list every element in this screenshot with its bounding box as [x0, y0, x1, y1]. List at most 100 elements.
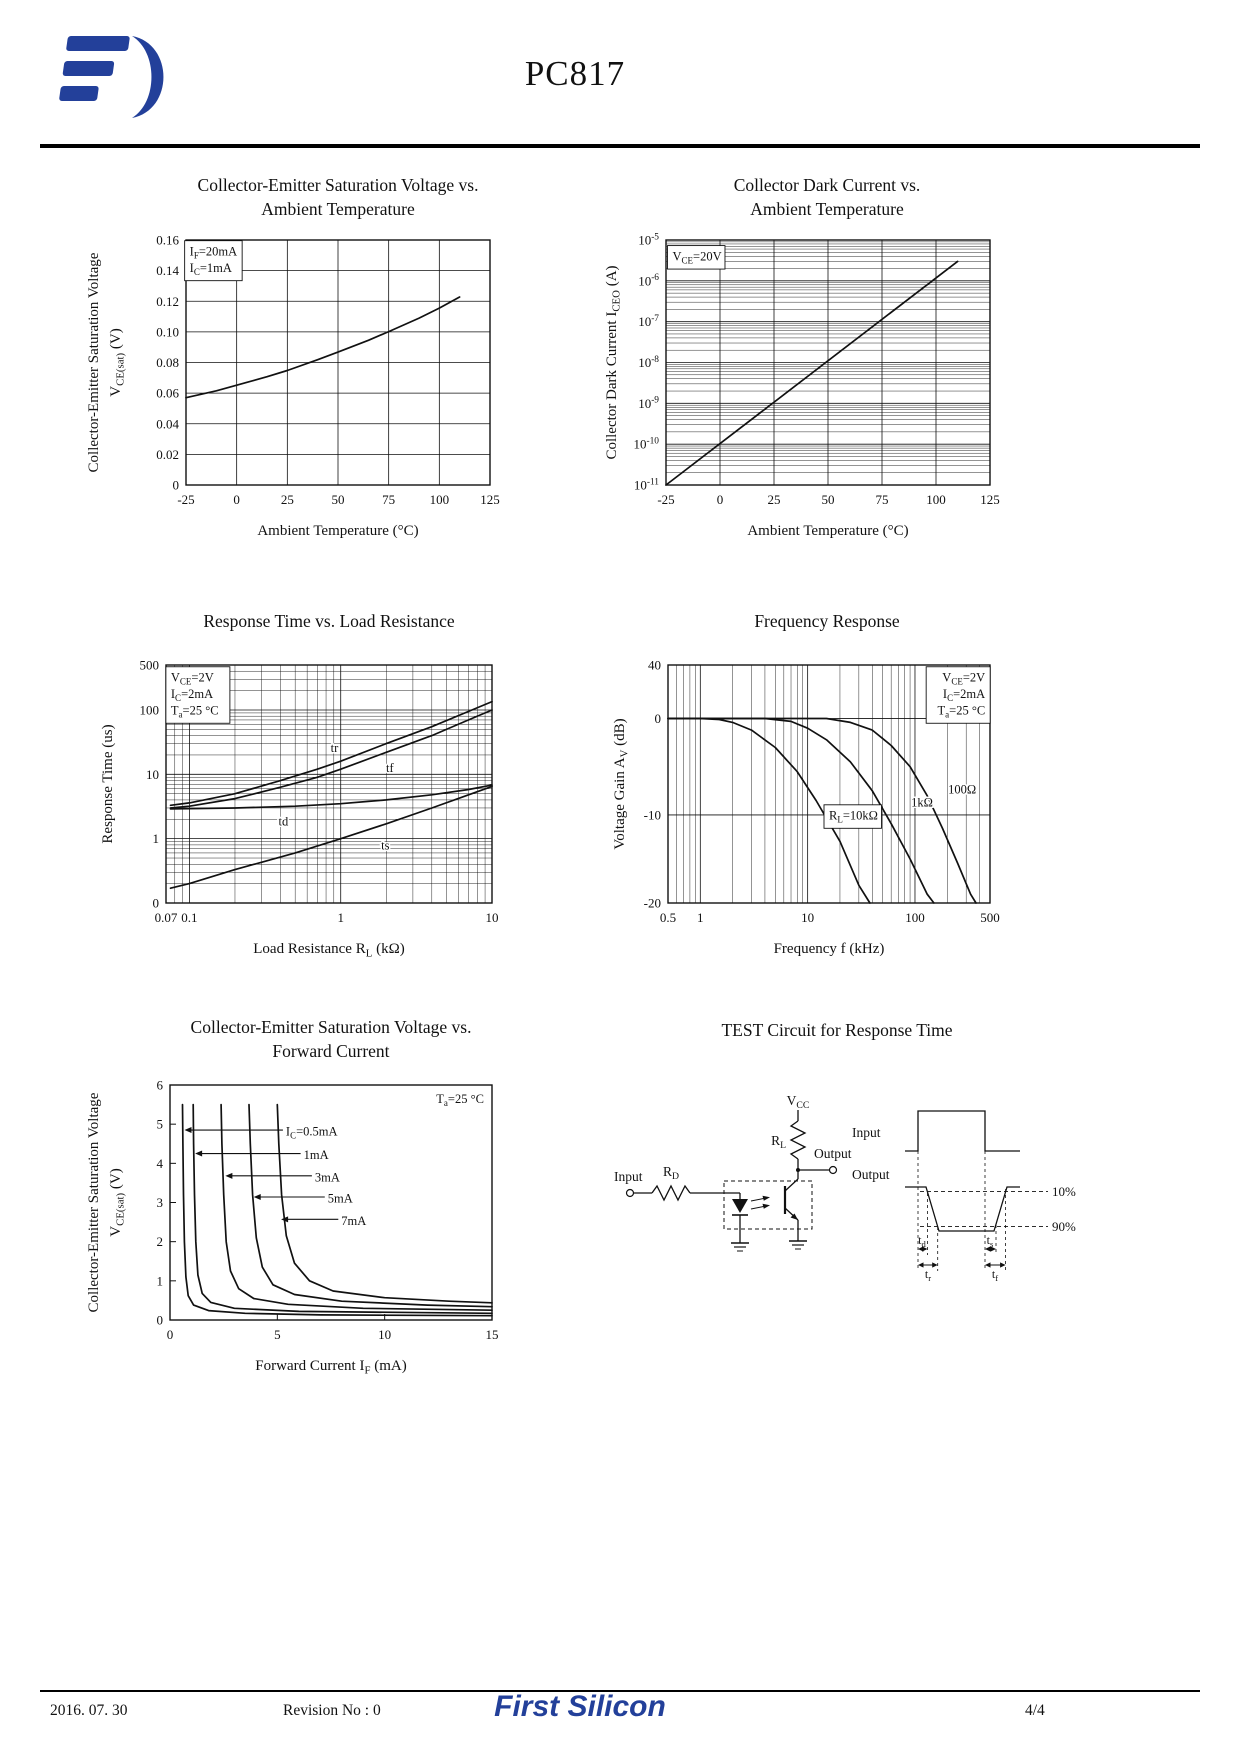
svg-text:10-11: 10-11	[634, 477, 659, 492]
svg-text:0.07: 0.07	[155, 910, 178, 925]
svg-text:Collector-Emitter Saturation V: Collector-Emitter Saturation Voltage	[86, 1092, 102, 1312]
svg-text:0: 0	[655, 711, 662, 726]
svg-text:Response Time (us): Response Time (us)	[100, 724, 116, 843]
svg-text:100: 100	[140, 702, 160, 717]
svg-text:Ta=25 °C: Ta=25 °C	[436, 1092, 484, 1108]
chart2-title: Collector Dark Current vs. Ambient Tempe…	[597, 174, 1057, 221]
svg-text:Output: Output	[814, 1146, 852, 1161]
svg-text:0.08: 0.08	[156, 355, 179, 370]
svg-text:6: 6	[157, 1078, 164, 1093]
svg-text:-25: -25	[177, 492, 194, 507]
svg-text:1: 1	[157, 1273, 164, 1288]
svg-text:Ambient Temperature (°C): Ambient Temperature (°C)	[747, 523, 908, 539]
svg-text:25: 25	[768, 492, 781, 507]
svg-text:0.16: 0.16	[156, 233, 179, 248]
svg-text:ts: ts	[987, 1233, 994, 1249]
svg-text:10-5: 10-5	[638, 232, 659, 247]
svg-text:10-8: 10-8	[638, 355, 659, 370]
svg-text:40: 40	[648, 658, 661, 673]
chart-title-line: TEST Circuit for Response Time	[721, 1020, 953, 1040]
svg-text:IC=2mA: IC=2mA	[943, 687, 985, 703]
svg-text:VCE(sat) (V): VCE(sat) (V)	[108, 328, 127, 396]
svg-text:Collector-Emitter Saturation V: Collector-Emitter Saturation Voltage	[86, 252, 102, 472]
footer-brand-logo: First Silicon	[494, 1690, 666, 1723]
svg-text:-25: -25	[657, 492, 674, 507]
chart4-title: Frequency Response	[597, 610, 1057, 634]
chart-response-time-vs-load: 0.07 0.1 1 10 500 100 10 1 0 VCE=2V IC=2mA Ta=25 °C…	[60, 650, 520, 985]
chart-title-line: Response Time vs. Load Resistance	[203, 611, 455, 631]
footer-revision: Revision No : 0	[283, 1702, 381, 1719]
svg-text:3mA: 3mA	[315, 1170, 340, 1184]
footer-rule	[40, 1690, 1200, 1692]
svg-text:Ambient Temperature (°C): Ambient Temperature (°C)	[257, 523, 418, 539]
svg-text:100: 100	[926, 492, 946, 507]
test-circuit-diagram: Input RD VCC RL Output Input Output 10% 90% td tr t…	[600, 1075, 1120, 1380]
svg-text:Input: Input	[852, 1125, 881, 1140]
svg-text:VCC: VCC	[787, 1093, 810, 1111]
svg-text:100Ω: 100Ω	[948, 782, 976, 796]
svg-text:50: 50	[332, 492, 345, 507]
svg-text:tf: tf	[386, 761, 394, 775]
chart-title-line: Collector-Emitter Saturation Voltage vs.	[197, 175, 479, 195]
svg-text:0.1: 0.1	[181, 910, 197, 925]
svg-text:0: 0	[717, 492, 724, 507]
header-rule	[40, 144, 1200, 148]
chart-title-line: Ambient Temperature	[750, 198, 904, 219]
svg-text:5mA: 5mA	[328, 1192, 353, 1206]
footer-page-number: 4/4	[1025, 1702, 1045, 1719]
chart-dark-current-vs-temp: -25 0 25 50 75 100 125 10-5 10-6 10-7 10-8 10-9 10-1…	[600, 225, 1060, 560]
chart5-title: Collector-Emitter Saturation Voltage vs.…	[101, 1016, 561, 1063]
svg-text:0.02: 0.02	[156, 447, 179, 462]
svg-text:125: 125	[480, 492, 500, 507]
svg-text:Ta=25 °C: Ta=25 °C	[171, 704, 219, 720]
svg-text:Collector Dark Current ICEO (A: Collector Dark Current ICEO (A)	[604, 265, 623, 459]
svg-text:2: 2	[157, 1234, 164, 1249]
svg-text:3: 3	[157, 1195, 164, 1210]
chart-title-line: Ambient Temperature	[261, 198, 415, 219]
svg-text:1: 1	[337, 910, 344, 925]
svg-text:VCE=2V: VCE=2V	[942, 671, 985, 687]
svg-text:-10: -10	[644, 807, 661, 822]
chart-title-line: Collector Dark Current vs.	[733, 175, 921, 195]
svg-text:10%: 10%	[1052, 1184, 1076, 1199]
svg-text:7mA: 7mA	[341, 1214, 366, 1228]
svg-text:10-6: 10-6	[638, 273, 659, 288]
chart-title-line: Collector-Emitter Saturation Voltage vs.	[190, 1017, 472, 1037]
svg-text:1: 1	[153, 831, 160, 846]
svg-text:Load Resistance RL (kΩ): Load Resistance RL (kΩ)	[253, 941, 404, 960]
svg-text:Forward Current IF (mA): Forward Current IF (mA)	[255, 1358, 406, 1377]
svg-text:ts: ts	[381, 838, 389, 852]
svg-text:0: 0	[167, 1327, 174, 1342]
svg-text:1: 1	[697, 910, 704, 925]
svg-text:15: 15	[486, 1327, 499, 1342]
svg-text:4: 4	[157, 1156, 164, 1171]
svg-text:10-10: 10-10	[634, 436, 660, 451]
svg-text:0: 0	[233, 492, 240, 507]
svg-text:100: 100	[905, 910, 925, 925]
chart1-title: Collector-Emitter Saturation Voltage vs.…	[108, 174, 568, 221]
svg-text:0.06: 0.06	[156, 386, 179, 401]
svg-text:75: 75	[876, 492, 889, 507]
chart-title-line: Forward Current	[272, 1040, 390, 1061]
svg-text:5: 5	[274, 1327, 281, 1342]
chart-title-line: Frequency Response	[754, 611, 900, 631]
svg-text:500: 500	[140, 658, 160, 673]
svg-text:100: 100	[430, 492, 450, 507]
svg-text:RD: RD	[663, 1164, 679, 1182]
svg-text:50: 50	[822, 492, 835, 507]
svg-text:10: 10	[378, 1327, 391, 1342]
svg-text:Frequency f (kHz): Frequency f (kHz)	[774, 941, 885, 957]
svg-text:VCE(sat) (V): VCE(sat) (V)	[108, 1168, 127, 1236]
svg-text:125: 125	[980, 492, 1000, 507]
svg-text:VCE=20V: VCE=20V	[672, 249, 721, 265]
svg-text:VCE=2V: VCE=2V	[171, 671, 214, 687]
svg-text:10: 10	[146, 767, 159, 782]
page-title: PC817	[524, 54, 626, 93]
svg-text:10: 10	[486, 910, 499, 925]
footer-date: 2016. 07. 30	[50, 1702, 128, 1719]
svg-text:IC=2mA: IC=2mA	[171, 687, 213, 703]
svg-text:0.5: 0.5	[660, 910, 676, 925]
svg-text:IC=1mA: IC=1mA	[190, 261, 232, 277]
svg-text:Ta=25 °C: Ta=25 °C	[938, 704, 986, 720]
